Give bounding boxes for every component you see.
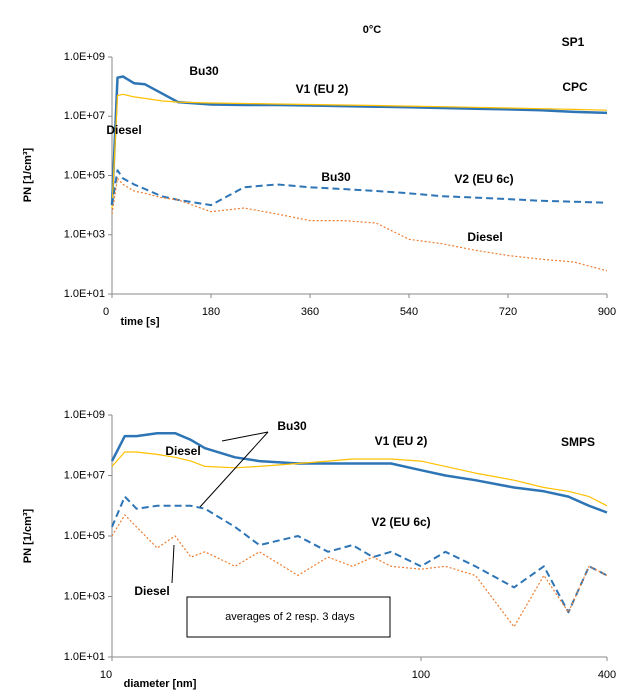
annotation: V2 (EU 6c) (454, 172, 513, 186)
annotation: Bu30 (321, 170, 351, 184)
chart-title: 0°C (363, 24, 382, 36)
x-tick-label: 180 (202, 306, 220, 318)
y-tick-label: 1.0E+09 (64, 409, 105, 421)
x-tick-label: 100 (412, 669, 430, 681)
annotation: Bu30 (189, 64, 219, 78)
x-axis-label: diameter [nm] (124, 678, 197, 690)
annotation: SP1 (562, 35, 585, 49)
x-tick-label: 540 (400, 306, 418, 318)
series-line (110, 75, 608, 206)
annotation: averages of 2 resp. 3 days (225, 611, 355, 623)
y-tick-label: 1.0E+05 (64, 530, 105, 542)
series-line (111, 451, 608, 507)
annotation: Diesel (165, 444, 200, 458)
x-axis-label: time [s] (120, 316, 159, 328)
series-line (111, 514, 608, 628)
annotation: V1 (EU 2) (375, 434, 428, 448)
x-tick-label: 0 (103, 306, 109, 318)
x-tick-label: 720 (499, 306, 517, 318)
y-tick-label: 1.0E+05 (64, 169, 105, 181)
leader-line (221, 431, 269, 442)
series-line (111, 495, 608, 614)
y-tick-label: 1.0E+03 (64, 590, 105, 602)
annotation: Diesel (134, 584, 169, 598)
y-tick-label: 1.0E+01 (64, 288, 105, 300)
y-tick-label: 1.0E+03 (64, 229, 105, 241)
leader-line (171, 544, 175, 584)
y-axis-label: PN [1/cm³] (22, 147, 34, 202)
x-tick-label: 360 (301, 306, 319, 318)
leader-line (199, 431, 269, 508)
annotation: Bu30 (277, 419, 307, 433)
annotation: Diesel (106, 123, 141, 137)
series-line (111, 169, 608, 207)
x-tick-label: 400 (598, 669, 616, 681)
annotation: CPC (562, 80, 588, 94)
y-axis-label: PN [1/cm³] (22, 508, 34, 563)
annotation: V1 (EU 2) (296, 82, 349, 96)
annotation: V2 (EU 6c) (371, 515, 430, 529)
y-tick-label: 1.0E+07 (64, 110, 105, 122)
x-tick-label: 900 (598, 306, 616, 318)
annotation-box (186, 596, 391, 638)
y-tick-label: 1.0E+09 (64, 51, 105, 63)
series-line (110, 431, 608, 514)
y-tick-label: 1.0E+01 (64, 651, 105, 663)
annotation: Diesel (467, 230, 502, 244)
x-tick-label: 10 (100, 669, 112, 681)
series-line (111, 93, 608, 209)
annotation: SMPS (561, 435, 595, 449)
y-tick-label: 1.0E+07 (64, 469, 105, 481)
series-line (111, 177, 608, 272)
